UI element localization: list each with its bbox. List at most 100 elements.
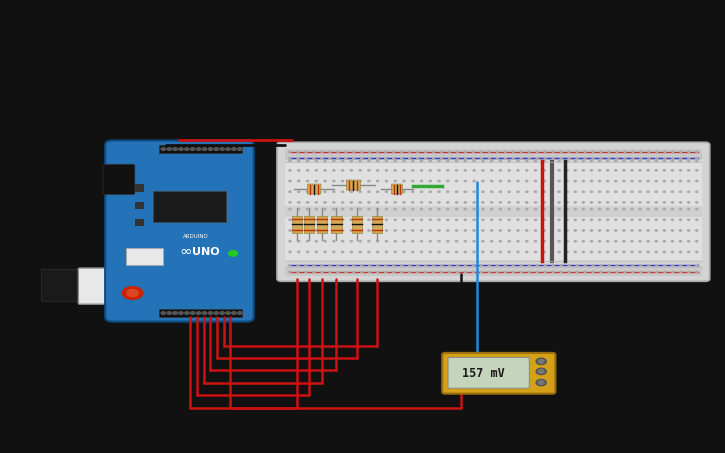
Circle shape (333, 191, 335, 193)
Circle shape (386, 241, 388, 242)
Circle shape (360, 151, 362, 152)
Circle shape (500, 241, 502, 242)
Circle shape (324, 241, 326, 242)
Circle shape (313, 151, 315, 152)
Circle shape (568, 151, 570, 152)
Circle shape (448, 271, 451, 273)
Circle shape (560, 158, 562, 159)
Circle shape (631, 191, 633, 193)
Circle shape (320, 158, 323, 159)
Circle shape (394, 219, 397, 221)
Circle shape (429, 241, 431, 242)
Circle shape (386, 202, 388, 203)
Circle shape (438, 191, 440, 193)
Circle shape (179, 148, 183, 150)
Circle shape (376, 191, 378, 193)
Circle shape (455, 208, 457, 210)
Circle shape (536, 271, 538, 273)
Circle shape (376, 241, 378, 242)
Circle shape (482, 241, 484, 242)
Circle shape (447, 170, 449, 171)
Circle shape (607, 202, 609, 203)
Circle shape (491, 219, 493, 221)
Circle shape (566, 230, 568, 231)
Circle shape (663, 180, 666, 182)
Circle shape (639, 251, 641, 252)
Circle shape (298, 180, 300, 182)
Circle shape (324, 208, 326, 210)
Circle shape (359, 208, 361, 210)
Circle shape (214, 312, 218, 314)
Circle shape (558, 251, 560, 252)
Circle shape (576, 265, 579, 266)
Circle shape (574, 180, 576, 182)
Circle shape (440, 265, 442, 266)
Circle shape (582, 219, 584, 221)
Circle shape (534, 202, 536, 203)
Circle shape (386, 208, 388, 210)
Circle shape (385, 158, 387, 159)
Circle shape (359, 180, 361, 182)
Circle shape (368, 160, 370, 162)
Circle shape (671, 160, 674, 162)
Circle shape (526, 251, 528, 252)
Circle shape (220, 312, 224, 314)
Circle shape (647, 230, 650, 231)
Circle shape (368, 180, 370, 182)
Circle shape (489, 151, 490, 152)
Circle shape (229, 251, 237, 256)
Circle shape (655, 180, 658, 182)
Circle shape (360, 158, 362, 159)
Circle shape (455, 160, 457, 162)
Circle shape (687, 158, 690, 159)
Circle shape (473, 202, 475, 203)
Circle shape (624, 158, 626, 159)
Circle shape (671, 170, 674, 171)
Circle shape (226, 312, 231, 314)
Circle shape (647, 170, 650, 171)
Bar (285, 162, 702, 260)
Circle shape (543, 230, 545, 231)
Circle shape (582, 170, 584, 171)
Circle shape (289, 160, 291, 162)
Circle shape (473, 160, 475, 162)
Circle shape (220, 148, 224, 150)
Circle shape (196, 148, 201, 150)
Circle shape (464, 151, 466, 152)
Circle shape (408, 265, 410, 266)
Circle shape (496, 271, 498, 273)
Circle shape (631, 158, 634, 159)
Circle shape (568, 265, 570, 266)
Circle shape (623, 160, 625, 162)
Circle shape (385, 265, 387, 266)
Circle shape (232, 148, 236, 150)
Circle shape (352, 271, 355, 273)
Circle shape (623, 191, 625, 193)
Circle shape (403, 202, 405, 203)
Circle shape (615, 219, 617, 221)
Circle shape (608, 271, 610, 273)
Circle shape (671, 191, 674, 193)
Circle shape (329, 151, 331, 152)
Circle shape (508, 170, 510, 171)
Circle shape (324, 191, 326, 193)
Bar (317, 216, 327, 233)
Circle shape (560, 271, 562, 273)
Circle shape (315, 170, 318, 171)
Circle shape (663, 230, 666, 231)
Circle shape (394, 160, 397, 162)
Circle shape (333, 180, 335, 182)
Circle shape (664, 151, 666, 152)
Circle shape (671, 208, 674, 210)
Circle shape (517, 191, 519, 193)
Circle shape (679, 170, 682, 171)
Circle shape (447, 160, 449, 162)
Circle shape (324, 160, 326, 162)
Circle shape (376, 180, 378, 182)
FancyBboxPatch shape (448, 357, 529, 388)
Circle shape (336, 158, 339, 159)
Bar (135, 184, 144, 192)
Circle shape (631, 219, 633, 221)
Circle shape (552, 158, 554, 159)
Circle shape (664, 265, 666, 266)
